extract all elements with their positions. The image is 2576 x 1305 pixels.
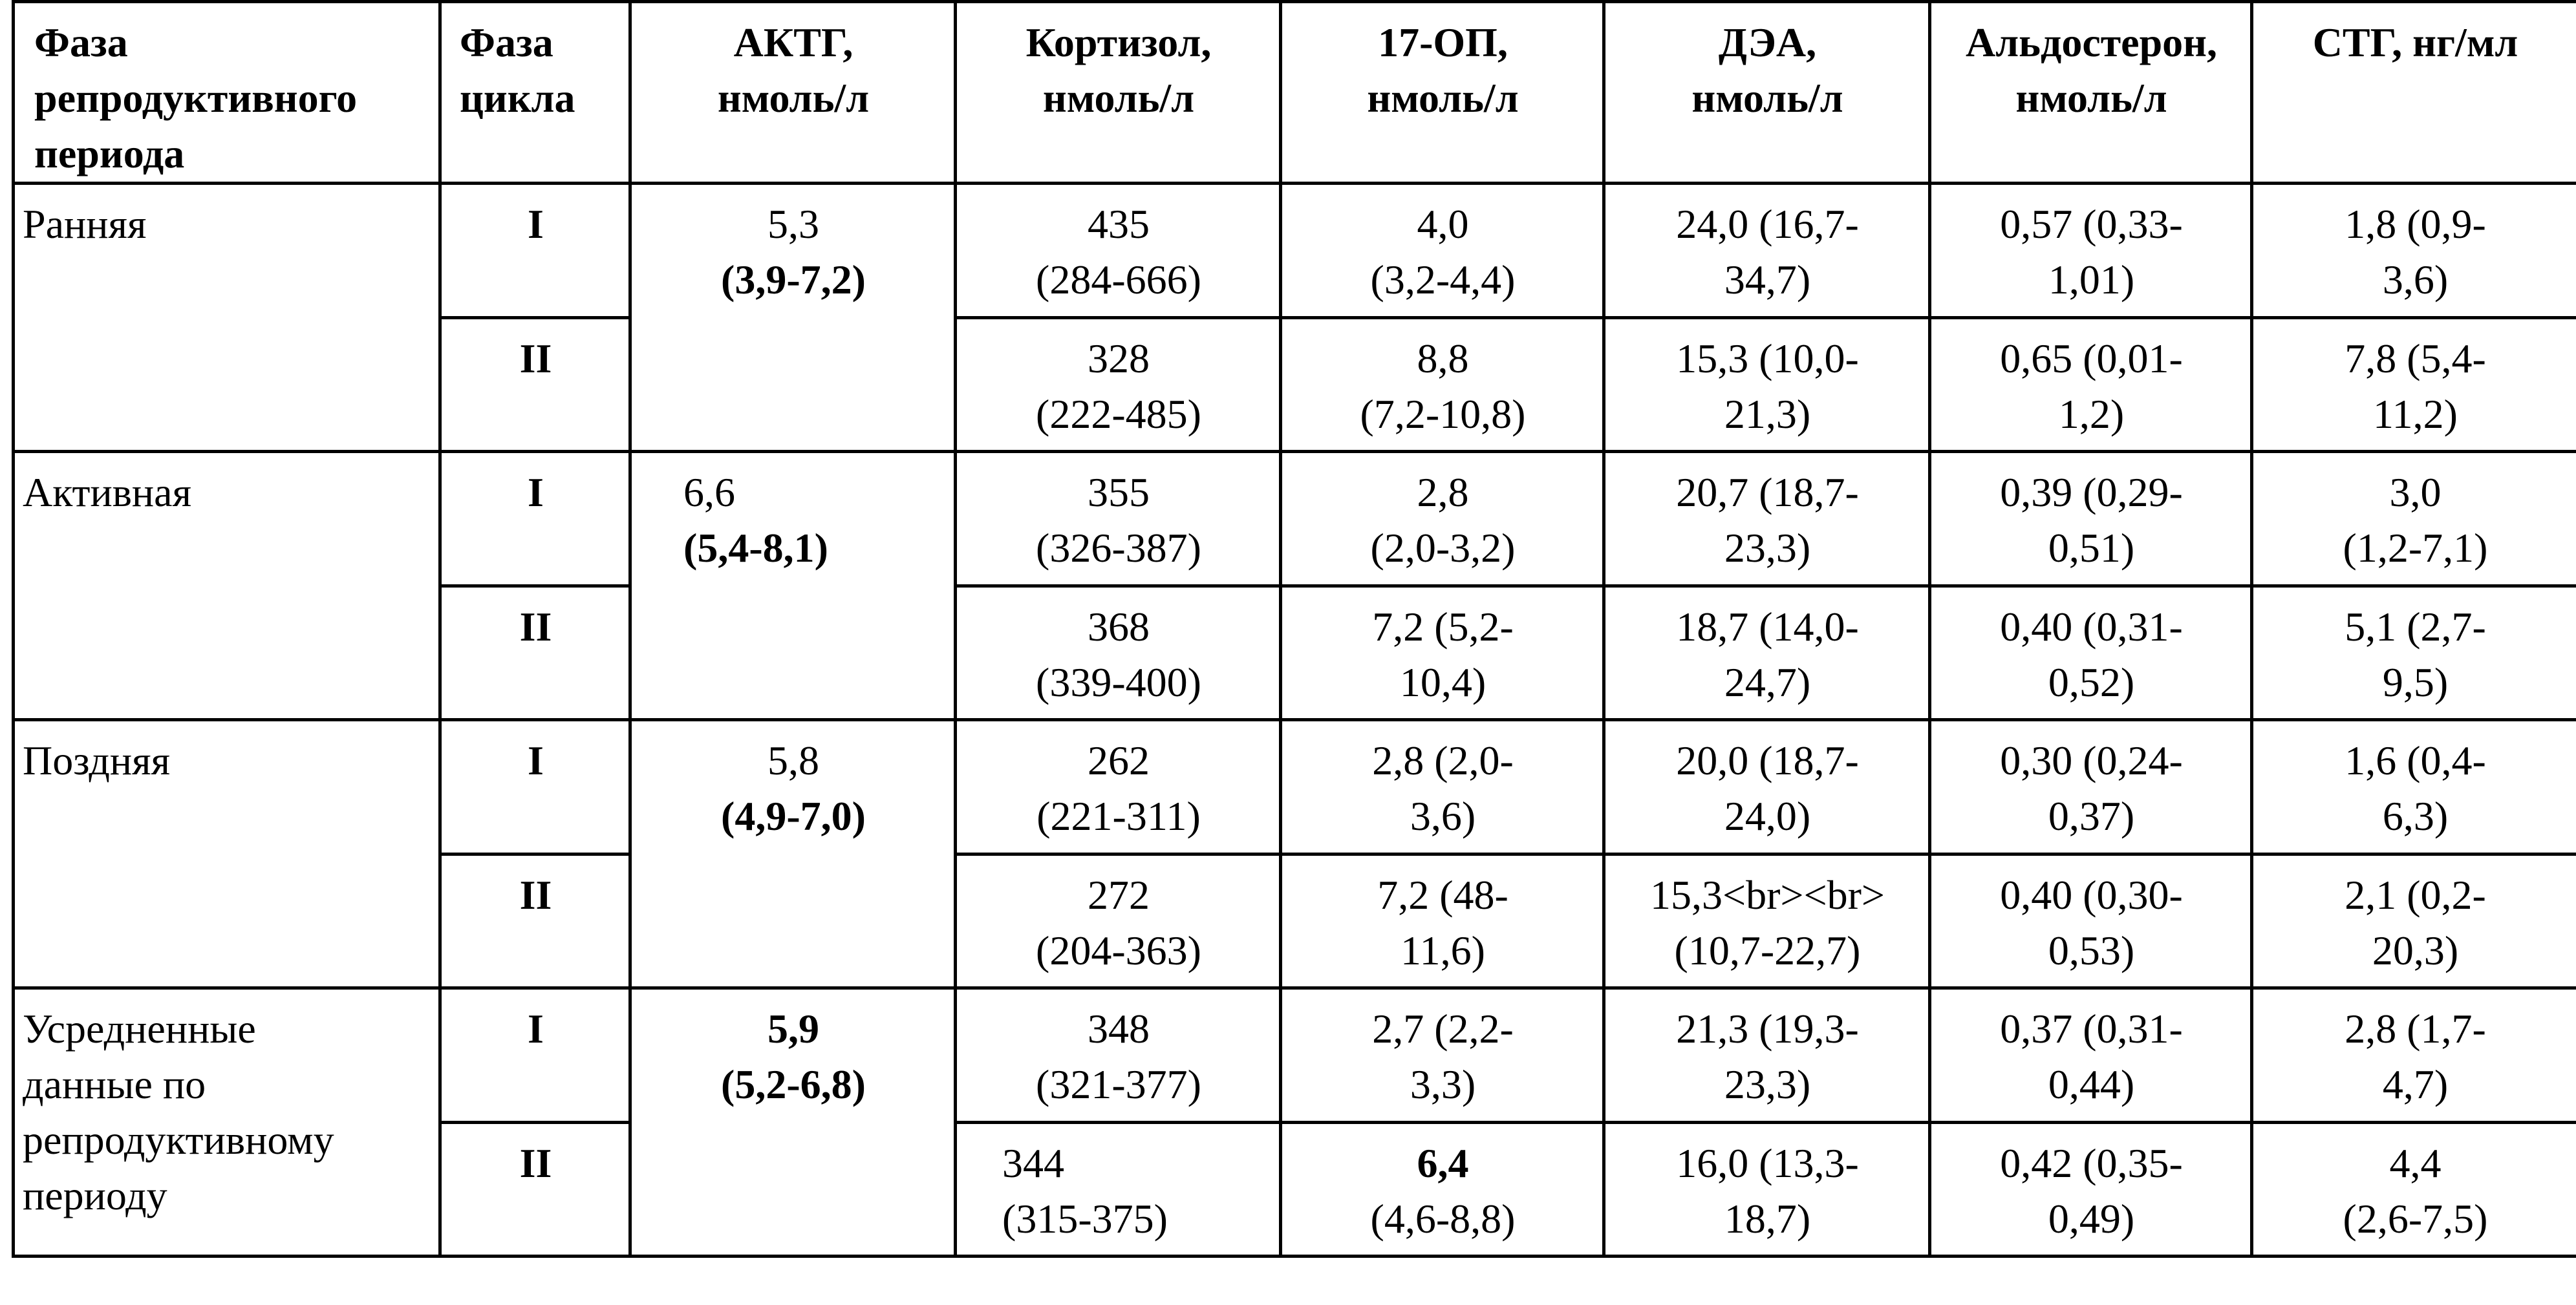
- 17op-cell: 7,2 (5,2- 10,4): [1279, 584, 1605, 721]
- aldosterone-cell: 0,57 (0,33- 1,01): [1928, 182, 2253, 319]
- stg-cell: 1,6 (0,4- 6,3): [2250, 718, 2576, 856]
- actg-cell: 5,8 (4,9-7,0): [628, 718, 957, 990]
- stg-cell: 3,0 (1,2-7,1): [2250, 450, 2576, 588]
- actg-cell: 6,6 (5,4-8,1): [628, 450, 957, 721]
- table-row: Ранняя I 5,3 (3,9-7,2) 435 (284-666) 4,0 (3,2-4…: [12, 182, 2576, 453]
- cycle-phase-cell: II: [438, 1121, 632, 1258]
- actg-cell: 5,3 (3,9-7,2): [628, 182, 957, 453]
- aldosterone-cell: 0,37 (0,31- 0,44): [1928, 986, 2253, 1124]
- table-row: II 272 (204-363) 7,2 (48- 11,6) 15,3<br><br>(…: [14, 853, 2576, 990]
- table-body: Ранняя I 5,3 (3,9-7,2) 435 (284-666) 4,0 (3,2-4…: [12, 182, 2576, 1258]
- header-aldosterone: Альдостерон, нмоль/л: [1928, 0, 2253, 185]
- dea-cell: 20,7 (18,7- 23,3): [1602, 450, 1931, 588]
- cortisol-cell: 348 (321-377): [954, 986, 1282, 1124]
- header-reproductive-phase: Фаза репродуктивного периода: [12, 0, 442, 185]
- aldosterone-cell: 0,40 (0,31- 0,52): [1928, 584, 2253, 721]
- aldosterone-cell: 0,65 (0,01- 1,2): [1928, 316, 2253, 453]
- cycle-phase-cell: II: [438, 853, 632, 990]
- dea-cell: 20,0 (18,7- 24,0): [1602, 718, 1931, 856]
- cortisol-cell: 355 (326-387): [954, 450, 1282, 588]
- dea-cell: 24,0 (16,7- 34,7): [1602, 182, 1931, 319]
- 17op-cell: 8,8 (7,2-10,8): [1279, 316, 1605, 453]
- reproductive-phase-cell: Активная: [12, 450, 442, 721]
- aldosterone-cell: 0,30 (0,24- 0,37): [1928, 718, 2253, 856]
- cycle-phase-cell: I: [438, 986, 632, 1124]
- header-17op: 17-ОП, нмоль/л: [1279, 0, 1605, 185]
- table-row: Усредненные данные по репродуктивному перио…: [12, 986, 2576, 1258]
- cycle-phase-cell: II: [438, 584, 632, 721]
- table-row: II 344 (315-375) 6,4 (4,6-8,8) 16,0 (13,3- 18,…: [14, 1121, 2576, 1258]
- 17op-cell: 2,8 (2,0-3,2): [1279, 450, 1605, 588]
- cortisol-cell: 368 (339-400): [954, 584, 1282, 721]
- table-row: Активная I 6,6 (5,4-8,1) 355 (326-387) 2,8 (2,0…: [12, 450, 2576, 721]
- cortisol-cell: 328 (222-485): [954, 316, 1282, 453]
- 17op-cell: 7,2 (48- 11,6): [1279, 853, 1605, 990]
- dea-cell: 15,3<br><br> (10,7-22,7): [1602, 853, 1931, 990]
- header-cortisol: Кортизол, нмоль/л: [954, 0, 1282, 185]
- actg-cell: 5,9 (5,2-6,8): [628, 986, 957, 1258]
- 17op-cell: 2,7 (2,2- 3,3): [1279, 986, 1605, 1124]
- header-cycle-phase: Фаза цикла: [438, 0, 632, 185]
- cycle-phase-cell: I: [438, 450, 632, 588]
- header-row: Фаза репродуктивного периода Фаза цикла АКТ…: [12, 0, 2576, 185]
- header-actg: АКТГ, нмоль/л: [628, 0, 957, 185]
- cycle-phase-cell: I: [438, 182, 632, 319]
- dea-cell: 18,7 (14,0- 24,7): [1602, 584, 1931, 721]
- 17op-cell: 2,8 (2,0- 3,6): [1279, 718, 1605, 856]
- dea-cell: 15,3 (10,0- 21,3): [1602, 316, 1931, 453]
- table-row: II 368 (339-400) 7,2 (5,2- 10,4) 18,7 (14,0- 2…: [14, 584, 2576, 721]
- cortisol-cell: 272 (204-363): [954, 853, 1282, 990]
- stg-cell: 1,8 (0,9- 3,6): [2250, 182, 2576, 319]
- reproductive-phase-cell: Ранняя: [12, 182, 442, 453]
- stg-cell: 4,4 (2,6-7,5): [2250, 1121, 2576, 1258]
- aldosterone-cell: 0,39 (0,29- 0,51): [1928, 450, 2253, 588]
- aldosterone-cell: 0,42 (0,35- 0,49): [1928, 1121, 2253, 1258]
- 17op-cell: 6,4 (4,6-8,8): [1279, 1121, 1605, 1258]
- cortisol-cell: 262 (221-311): [954, 718, 1282, 856]
- stg-cell: 2,1 (0,2- 20,3): [2250, 853, 2576, 990]
- hormone-table: Фаза репродуктивного периода Фаза цикла АКТ…: [12, 0, 2576, 1258]
- table-row: Поздняя I 5,8 (4,9-7,0) 262 (221-311) 2,8 (2,0…: [12, 718, 2576, 990]
- cortisol-cell: 344 (315-375): [954, 1121, 1282, 1258]
- cycle-phase-cell: I: [438, 718, 632, 856]
- cortisol-cell: 435 (284-666): [954, 182, 1282, 319]
- dea-cell: 16,0 (13,3- 18,7): [1602, 1121, 1931, 1258]
- cycle-phase-cell: II: [438, 316, 632, 453]
- header-stg: СТГ, нг/мл: [2250, 0, 2576, 185]
- stg-cell: 5,1 (2,7- 9,5): [2250, 584, 2576, 721]
- 17op-cell: 4,0 (3,2-4,4): [1279, 182, 1605, 319]
- aldosterone-cell: 0,40 (0,30- 0,53): [1928, 853, 2253, 990]
- reproductive-phase-cell: Усредненные данные по репродуктивному перио…: [12, 986, 442, 1258]
- table-row: II 328 (222-485) 8,8 (7,2-10,8) 15,3 (10,0- 21…: [14, 316, 2576, 453]
- dea-cell: 21,3 (19,3- 23,3): [1602, 986, 1931, 1124]
- reproductive-phase-cell: Поздняя: [12, 718, 442, 990]
- stg-cell: 2,8 (1,7- 4,7): [2250, 986, 2576, 1124]
- page: Фаза репродуктивного периода Фаза цикла АКТ…: [12, 0, 2576, 1258]
- header-dea: ДЭА, нмоль/л: [1602, 0, 1931, 185]
- stg-cell: 7,8 (5,4- 11,2): [2250, 316, 2576, 453]
